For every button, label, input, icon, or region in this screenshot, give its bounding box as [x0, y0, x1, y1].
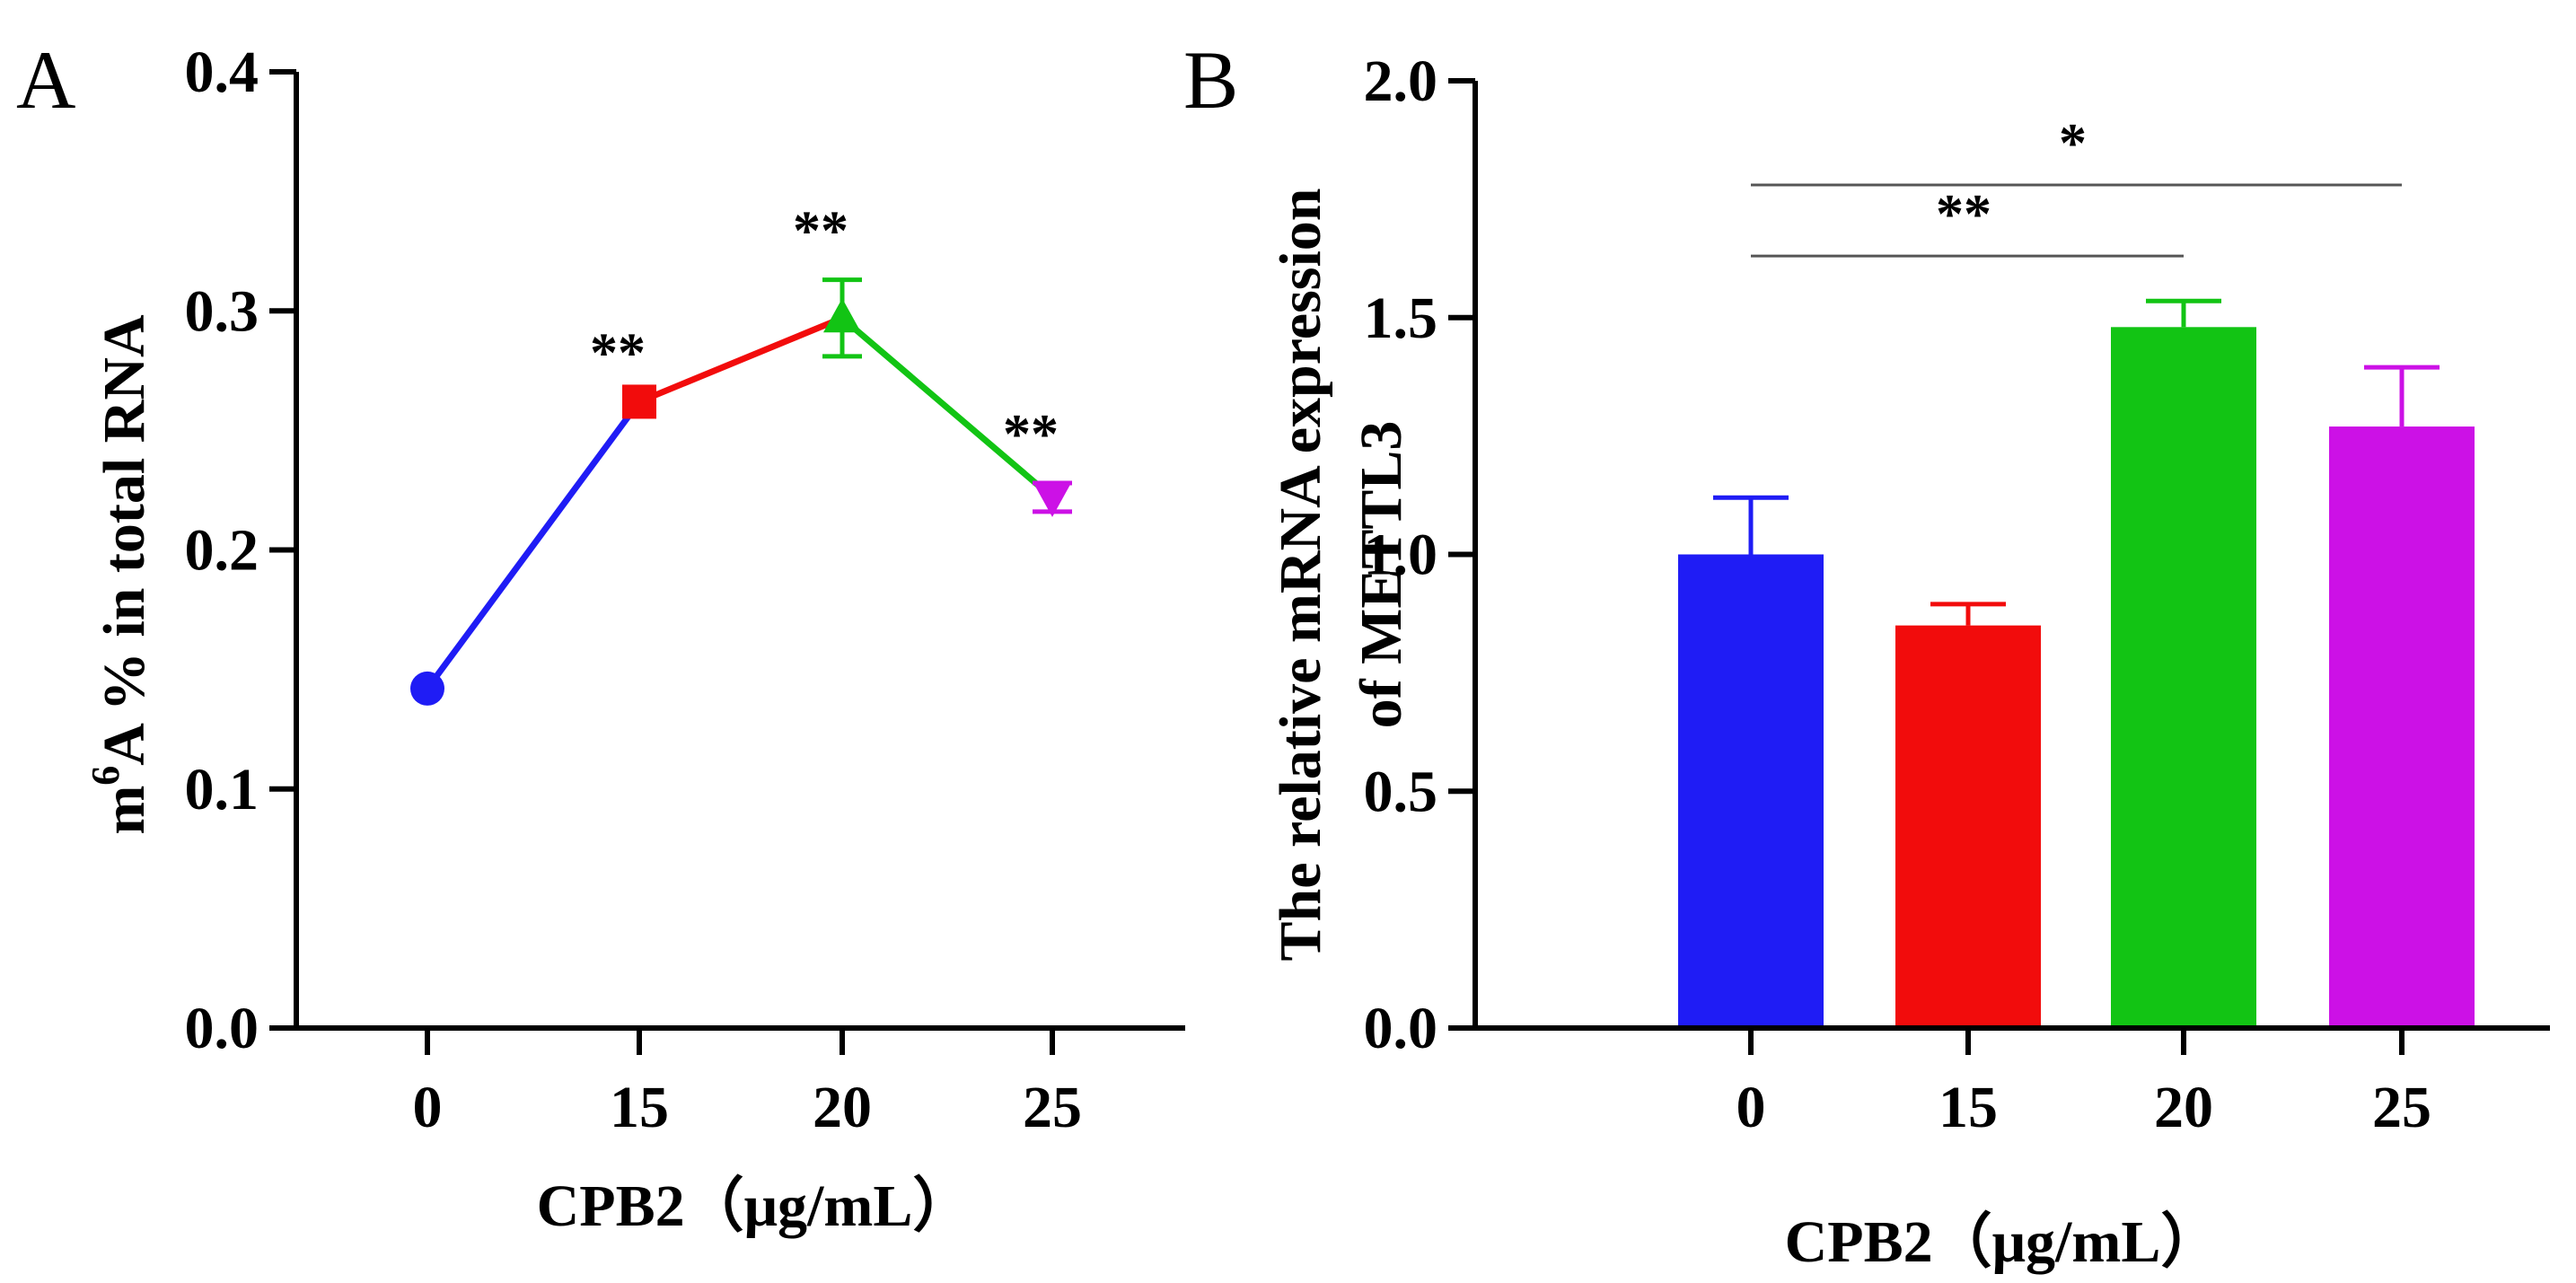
panel-b-significance-brackets: *** [1751, 113, 2402, 258]
panel-b-bar [2111, 327, 2256, 1028]
panel-b-bar [1678, 554, 1824, 1028]
panel-a-y-tick-label: 0.1 [185, 757, 259, 822]
panel-b-y-tick-label: 2.0 [1364, 48, 1438, 114]
panel-b-y-tick-label: 0.0 [1364, 996, 1438, 1061]
panel-b-bracket-label: * [2059, 113, 2087, 174]
panel-a-line-segment [839, 314, 1056, 501]
panel-a-significance-label: ** [1003, 404, 1059, 465]
panel-b-bars [1678, 327, 2475, 1028]
panel-a-marker-triangle-down [1033, 482, 1071, 517]
panel-a-x-tick-label: 25 [1023, 1075, 1082, 1140]
panel-b-error-bars [1713, 298, 2440, 626]
panel-b-bar [1895, 625, 2041, 1028]
panel-a-x-axis-title: CPB2（μg/mL） [537, 1173, 972, 1239]
panel-a-x-tick-label: 20 [813, 1075, 872, 1140]
panel-b-y-axis-title-line1: The relative mRNA expression [1268, 189, 1333, 962]
panel-a-significance-label: ** [793, 201, 848, 262]
panel-a-y-axis: 0.0 0.1 0.2 0.3 0.4 [185, 40, 299, 1061]
panel-a-y-tick-label: 0.3 [185, 278, 259, 344]
panel-b-x-tick-label: 20 [2154, 1075, 2213, 1140]
panel-a-y-tick-label: 0.4 [185, 40, 259, 105]
panel-b-y-axis: 0.0 0.5 1.0 1.5 2.0 [1364, 48, 1478, 1061]
panel-a-y-tick-label: 0.0 [185, 996, 259, 1061]
panel-a-significance: ** ** ** [590, 201, 1059, 465]
panel-b: B 0.00.51.01.52.0 0 15 20 25 *** CPB2（μg/mL… [1183, 34, 2550, 1275]
panel-b-label: B [1183, 34, 1238, 126]
panel-b-y-axis-title-line2: of METTL3 [1349, 421, 1414, 729]
panel-b-x-tick-label: 25 [2372, 1075, 2431, 1140]
panel-b-x-axis-title: CPB2（μg/mL） [1785, 1208, 2220, 1275]
panel-a-significance-label: ** [590, 322, 646, 383]
panel-b-bar [2329, 426, 2475, 1028]
panel-b-bracket-label: ** [1936, 184, 1991, 245]
panel-a-line-segment [636, 314, 846, 405]
panel-a-marker-triangle-up [823, 298, 861, 333]
panel-a: A 0.0 0.1 0.2 0.3 0.4 0 15 20 25 ** ** ** CPB2（μg… [16, 34, 1185, 1239]
panel-a-y-axis-title: m6A % in total RNA [84, 314, 157, 835]
panel-a-label: A [16, 34, 75, 126]
panel-a-marker-circle [410, 671, 444, 706]
panel-b-x-tick-label: 0 [1736, 1075, 1766, 1140]
panel-a-error-bars [822, 277, 1072, 514]
panel-a-marker-square [622, 384, 656, 419]
panel-a-y-tick-label: 0.2 [185, 518, 259, 584]
panel-b-y-tick-label: 1.5 [1364, 286, 1438, 351]
panel-b-y-tick-label: 1.0 [1364, 523, 1438, 588]
panel-a-x-tick-label: 0 [413, 1075, 443, 1140]
panel-b-x-tick-label: 15 [1939, 1075, 1998, 1140]
panel-a-series-lines [424, 314, 1056, 692]
panel-b-x-axis: 0 15 20 25 [1473, 1025, 2550, 1140]
panel-a-x-axis: 0 15 20 25 [294, 1025, 1185, 1140]
panel-a-markers [410, 298, 1071, 706]
panel-a-line-segment [424, 398, 643, 692]
panel-a-x-tick-label: 15 [610, 1075, 669, 1140]
panel-b-y-tick-label: 0.5 [1364, 759, 1438, 824]
